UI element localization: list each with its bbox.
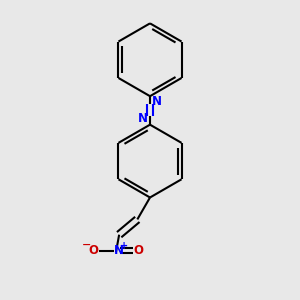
Text: O: O	[88, 244, 98, 257]
Text: N: N	[113, 244, 124, 257]
Text: O: O	[134, 244, 144, 257]
Text: −: −	[82, 240, 91, 250]
Text: N: N	[152, 95, 162, 108]
Text: +: +	[120, 242, 128, 251]
Text: N: N	[138, 112, 148, 125]
